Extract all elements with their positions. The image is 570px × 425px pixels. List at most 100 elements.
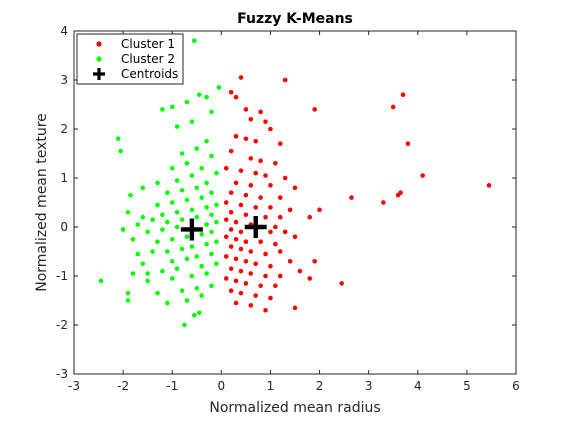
cluster-1-point: [233, 94, 239, 100]
cluster-2-point: [174, 124, 180, 129]
cluster-1-point: [317, 207, 322, 213]
cluster-1-point: [258, 195, 263, 200]
cluster-1-point: [223, 200, 229, 205]
cluster-1-point: [223, 234, 229, 240]
cluster-2-point: [140, 261, 146, 267]
cluster-2-point: [140, 214, 146, 220]
cluster-1-point: [277, 249, 283, 254]
cluster-1-point: [268, 229, 273, 235]
x-tick-label: -3: [68, 379, 80, 393]
x-tick-label: 2: [316, 379, 324, 393]
cluster-1-point: [282, 175, 288, 181]
cluster-2-point: [128, 192, 133, 198]
cluster-1-point: [292, 185, 298, 191]
cluster-2-point: [204, 222, 209, 227]
cluster-1-point: [243, 136, 249, 142]
cluster-2-point: [194, 285, 200, 291]
cluster-2-point: [179, 246, 185, 252]
cluster-2-point: [196, 310, 202, 316]
cluster-1-point: [248, 183, 254, 188]
cluster-1-point: [228, 148, 234, 154]
cluster-2-point: [165, 219, 170, 225]
cluster-2-point: [145, 271, 150, 276]
cluster-2-point: [155, 290, 160, 296]
cluster-2-point: [199, 165, 204, 171]
cluster-2-point: [169, 276, 175, 281]
cluster-1-point: [486, 183, 492, 188]
cluster-1-point: [307, 214, 313, 220]
cluster-1-point: [258, 158, 263, 164]
cluster-2-point: [174, 266, 180, 271]
cluster-1-point: [248, 303, 254, 308]
y-tick-label: 1: [60, 171, 68, 185]
x-tick-label: 5: [463, 379, 471, 393]
cluster-2-point: [189, 244, 195, 249]
cluster-2-point: [125, 210, 131, 215]
cluster-1-point: [263, 173, 268, 178]
cluster-1-point: [268, 126, 273, 132]
cluster-1-point: [277, 273, 283, 279]
y-axis: -3 -2 -1 0 1 2 3 4: [56, 24, 516, 381]
cluster-1-point: [273, 283, 278, 289]
cluster-2-point: [209, 251, 214, 257]
cluster-1-point: [400, 92, 406, 97]
cluster-2-point: [165, 300, 170, 306]
x-tick-label: 1: [267, 379, 275, 393]
cluster-1-point: [233, 256, 239, 262]
cluster-2-point: [199, 195, 204, 200]
cluster-2-point: [216, 85, 222, 90]
cluster-2-point: [179, 217, 185, 222]
cluster-2-point: [204, 94, 209, 100]
axes-frame: [73, 30, 517, 375]
cluster-2-point: [204, 241, 209, 247]
cluster-1-point: [228, 288, 234, 294]
cluster-2-point: [165, 190, 170, 195]
cluster-1-point: [292, 305, 298, 311]
cluster-1-point: [223, 165, 229, 171]
y-axis-label: Normalized mean texture: [34, 113, 50, 292]
cluster-1-point: [277, 214, 283, 220]
cluster-2-point: [209, 153, 214, 159]
cluster-2-point: [179, 187, 185, 193]
cluster-2-point: [194, 254, 200, 259]
cluster-2-point: [214, 170, 219, 176]
cluster-1-point: [243, 239, 249, 244]
centroid-marker: [244, 216, 267, 238]
cluster-1-point: [282, 77, 288, 83]
cluster-1-point: [233, 236, 239, 242]
cluster-1-point: [263, 251, 268, 257]
y-tick-label: 4: [60, 24, 68, 38]
legend-label-centroids: Centroids: [121, 67, 178, 81]
cluster-2-point: [189, 119, 195, 124]
cluster-1-point: [238, 229, 244, 235]
cluster-1-point: [243, 259, 249, 264]
cluster-2-point: [189, 273, 195, 279]
cluster-1-point: [268, 205, 273, 210]
cluster-2-point: [199, 293, 204, 298]
cluster-2-point: [209, 190, 214, 195]
cluster-2-point: [169, 236, 175, 242]
cluster-1-point: [268, 183, 273, 188]
cluster-1-point: [263, 214, 268, 220]
cluster-1-point: [253, 293, 259, 298]
y-tick-label: 3: [60, 73, 68, 87]
cluster-2-point: [115, 136, 121, 142]
cluster-1-point: [292, 234, 298, 240]
cluster-1-point: [233, 180, 239, 186]
cluster-2-point: [192, 312, 197, 318]
cluster-1-point: [405, 141, 411, 146]
cluster-1-point: [349, 195, 354, 200]
cluster-1-point: [243, 192, 249, 198]
cluster-2-point: [214, 261, 219, 267]
cluster-2-point: [160, 268, 165, 274]
y-tick-label: 2: [60, 122, 68, 136]
y-tick-label: -2: [56, 318, 68, 332]
cluster-2-point: [160, 212, 165, 218]
cluster-1-point: [238, 75, 244, 80]
cluster-1-point: [238, 246, 244, 252]
cluster-1-point: [390, 104, 396, 110]
cluster-2-point: [189, 207, 195, 213]
cluster-1-point: [238, 290, 244, 296]
cluster-2-point: [174, 210, 180, 215]
